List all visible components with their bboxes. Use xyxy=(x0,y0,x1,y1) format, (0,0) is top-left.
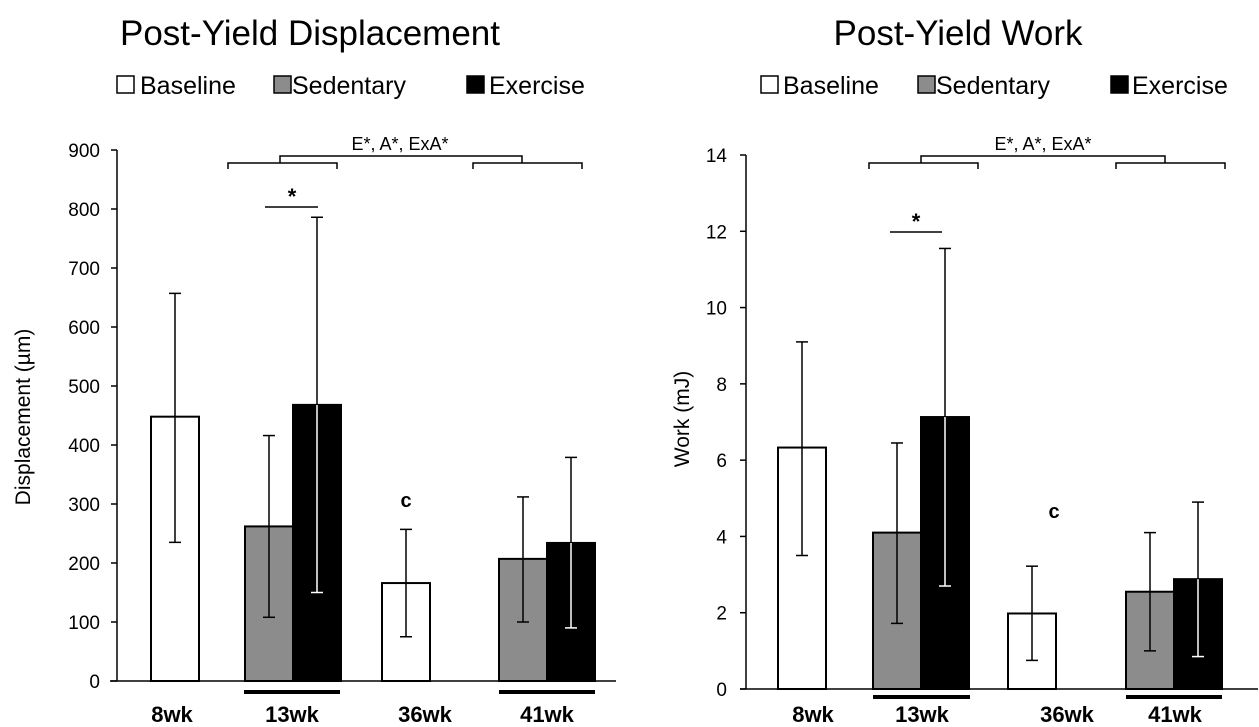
displacement-cat-41wk: 41wk xyxy=(520,702,575,727)
work-cat-8wk: 8wk xyxy=(792,702,834,727)
displacement-panel: Post-Yield Displacement Baseline Sedenta… xyxy=(12,14,616,727)
displacement-significance-bracket xyxy=(227,155,583,169)
displacement-y-tick-label: 600 xyxy=(68,318,100,339)
legend-swatch-baseline xyxy=(760,75,779,94)
displacement-y-tick-label: 800 xyxy=(68,200,100,221)
displacement-effects-annotation: E*, A*, ExA* xyxy=(351,134,448,154)
legend-swatch-sedentary xyxy=(273,75,292,94)
legend-swatch-baseline xyxy=(116,75,135,94)
work-pairwise-star: * xyxy=(912,209,921,234)
legend-label-baseline: Baseline xyxy=(140,72,236,100)
displacement-cat-8wk: 8wk xyxy=(151,702,193,727)
displacement-pairwise-star: * xyxy=(288,184,297,209)
displacement-y-tick-label: 200 xyxy=(68,554,100,575)
work-cat-36wk: 36wk xyxy=(1040,702,1095,727)
work-y-tick-label: 10 xyxy=(706,299,727,320)
legend-swatch-exercise xyxy=(1110,75,1129,94)
displacement-cat-36wk: 36wk xyxy=(398,702,453,727)
work-y-axis-label: Work (mJ) xyxy=(671,371,694,467)
legend-label-exercise: Exercise xyxy=(1132,72,1228,100)
displacement-y-tick-label: 300 xyxy=(68,495,100,516)
work-bars xyxy=(777,247,1223,691)
work-legend: Baseline Sedentary Exercise xyxy=(760,72,1228,100)
displacement-y-tick-label: 500 xyxy=(68,377,100,398)
legend-label-sedentary: Sedentary xyxy=(936,72,1050,100)
work-y-tick-label: 2 xyxy=(716,604,727,625)
legend-label-exercise: Exercise xyxy=(489,72,585,100)
displacement-c-mark: c xyxy=(400,490,411,512)
work-chart-title: Post-Yield Work xyxy=(834,14,1083,53)
displacement-bars xyxy=(150,216,596,682)
work-significance-bracket xyxy=(868,155,1226,169)
displacement-y-tick-label: 400 xyxy=(68,436,100,457)
work-y-tick-label: 8 xyxy=(716,375,727,396)
work-y-tick-label: 6 xyxy=(716,451,727,472)
displacement-y-tick-label: 0 xyxy=(89,672,100,693)
displacement-cat-13wk: 13wk xyxy=(265,702,320,727)
legend-label-sedentary: Sedentary xyxy=(292,72,406,100)
legend-label-baseline: Baseline xyxy=(783,72,879,100)
work-panel: Post-Yield Work Baseline Sedentary Exerc… xyxy=(671,14,1258,727)
work-y-ticks: 0 2 4 6 8 10 12 14 xyxy=(706,146,746,701)
work-cat-41wk: 41wk xyxy=(1148,702,1203,727)
displacement-y-tick-label: 100 xyxy=(68,613,100,634)
displacement-legend: Baseline Sedentary Exercise xyxy=(116,72,585,100)
displacement-y-ticks: 0 100 200 300 400 500 600 700 800 900 xyxy=(68,141,117,693)
work-y-tick-label: 4 xyxy=(716,527,727,548)
displacement-chart-title: Post-Yield Displacement xyxy=(120,14,500,53)
work-effects-annotation: E*, A*, ExA* xyxy=(994,134,1091,154)
displacement-y-axis-label: Displacement (µm) xyxy=(12,329,35,506)
work-c-mark: c xyxy=(1048,501,1059,523)
work-cat-13wk: 13wk xyxy=(895,702,950,727)
legend-swatch-sedentary xyxy=(917,75,936,94)
legend-swatch-exercise xyxy=(466,75,485,94)
work-y-tick-label: 14 xyxy=(706,146,728,167)
work-y-tick-label: 0 xyxy=(716,680,727,701)
displacement-y-tick-label: 900 xyxy=(68,141,100,162)
displacement-y-tick-label: 700 xyxy=(68,259,100,280)
work-y-tick-label: 12 xyxy=(706,222,727,243)
